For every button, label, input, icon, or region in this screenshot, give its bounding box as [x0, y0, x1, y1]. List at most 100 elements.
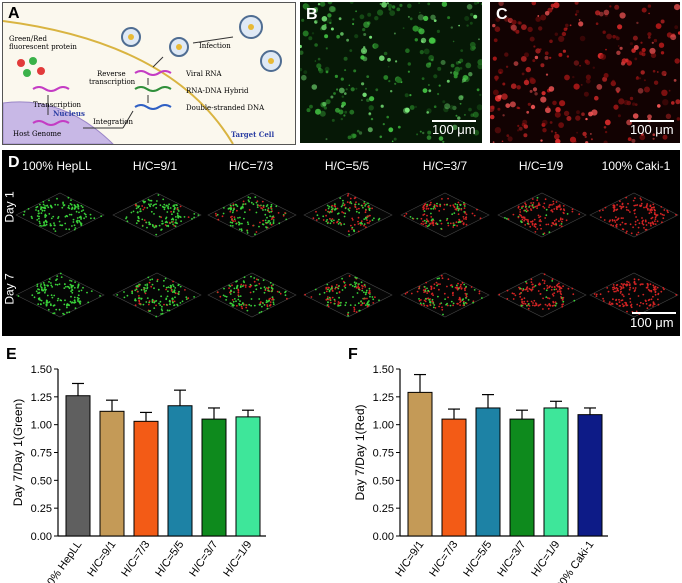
cell-spot: [176, 304, 179, 307]
cell-spot: [366, 297, 368, 300]
cell-spot: [436, 223, 439, 226]
cell-spot: [358, 283, 360, 285]
cell-spot: [534, 226, 537, 228]
cell-spot: [326, 283, 329, 286]
cell-spot: [354, 34, 359, 39]
cell-spot: [504, 217, 506, 219]
cell-spot: [325, 290, 328, 293]
cell-spot: [599, 293, 602, 296]
cell-spot: [647, 4, 652, 8]
cell-spot: [355, 311, 358, 313]
cell-spot: [440, 274, 443, 277]
cell-spot: [538, 283, 541, 286]
cell-spot: [163, 279, 165, 282]
cell-spot: [135, 287, 138, 289]
cell-spot: [449, 284, 452, 287]
cell-spot: [465, 223, 468, 226]
cell-spot: [459, 67, 463, 70]
cell-spot: [634, 289, 637, 291]
cell-spot: [447, 16, 451, 20]
cell-spot: [477, 2, 480, 4]
cell-spot: [177, 284, 180, 287]
cell-spot: [227, 208, 230, 210]
cell-spot: [575, 9, 580, 14]
cell-spot: [247, 196, 250, 198]
cell-spot: [615, 216, 617, 218]
cell-spot: [452, 222, 455, 225]
cell-spot: [136, 211, 139, 213]
cell-spot: [614, 4, 620, 10]
cell-spot: [428, 298, 430, 301]
cell-spot: [337, 305, 339, 307]
cell-spot: [533, 218, 536, 221]
cell-spot: [335, 284, 338, 286]
cell-spot: [642, 219, 644, 222]
cell-spot: [588, 111, 593, 117]
cell-spot: [671, 101, 675, 105]
cell-spot: [504, 16, 510, 22]
cell-spot: [137, 297, 140, 300]
cell-spot: [606, 33, 612, 40]
cell-spot: [615, 223, 618, 226]
cell-spot: [525, 282, 528, 285]
cell-spot: [164, 224, 167, 226]
cell-spot: [176, 214, 179, 217]
cell-spot: [632, 199, 635, 202]
cell-spot: [654, 285, 657, 288]
cell-spot: [541, 279, 544, 282]
cell-spot: [469, 21, 473, 25]
cell-spot: [325, 298, 328, 301]
cell-spot: [521, 207, 523, 209]
cell-spot: [619, 223, 622, 226]
cell-spot: [331, 118, 335, 122]
cell-spot: [266, 305, 269, 308]
cell-spot: [443, 208, 445, 211]
cell-spot: [366, 219, 368, 221]
cell-spot: [641, 217, 643, 219]
cell-spot: [64, 283, 66, 286]
bar: [235, 416, 261, 537]
cell-spot: [527, 102, 531, 106]
cell-spot: [634, 208, 636, 211]
cell-spot: [523, 219, 526, 222]
cell-spot: [523, 79, 530, 86]
cell-spot: [414, 38, 418, 42]
cell-spot: [353, 306, 355, 309]
cell-spot: [456, 284, 458, 287]
cell-spot: [74, 307, 77, 310]
cell-spot: [558, 282, 560, 285]
protein-label-1: Green/Red: [9, 35, 48, 43]
cell-spot: [537, 304, 540, 307]
cell-spot: [77, 300, 79, 302]
cell-spot: [419, 11, 421, 14]
cell-spot: [559, 208, 562, 211]
cell-spot: [57, 204, 59, 206]
cell-spot: [322, 215, 325, 218]
cell-spot: [136, 219, 139, 222]
cell-spot: [325, 214, 327, 217]
cell-spot: [602, 297, 604, 300]
cell-spot: [642, 293, 645, 296]
cell-spot: [142, 208, 145, 211]
cell-spot: [571, 210, 574, 213]
cell-spot: [443, 203, 446, 206]
cell-spot: [579, 35, 586, 42]
cell-spot: [64, 215, 67, 218]
cell-spot: [337, 301, 340, 303]
cell-spot: [240, 303, 243, 306]
cell-spot: [641, 283, 644, 286]
x-tick-label: H/C=7/3: [427, 539, 460, 579]
cell-spot: [537, 15, 540, 17]
cell-spot: [360, 220, 363, 222]
cell-spot: [155, 207, 158, 209]
cell-spot: [143, 201, 145, 204]
cell-spot: [22, 213, 25, 216]
cell-spot: [42, 224, 45, 227]
cell-spot: [328, 286, 330, 289]
cell-spot: [402, 27, 405, 29]
cell-spot: [269, 301, 272, 303]
cell-spot: [675, 99, 680, 105]
cell-spot: [126, 220, 129, 223]
cell-spot: [231, 284, 233, 287]
cell-spot: [270, 205, 273, 208]
